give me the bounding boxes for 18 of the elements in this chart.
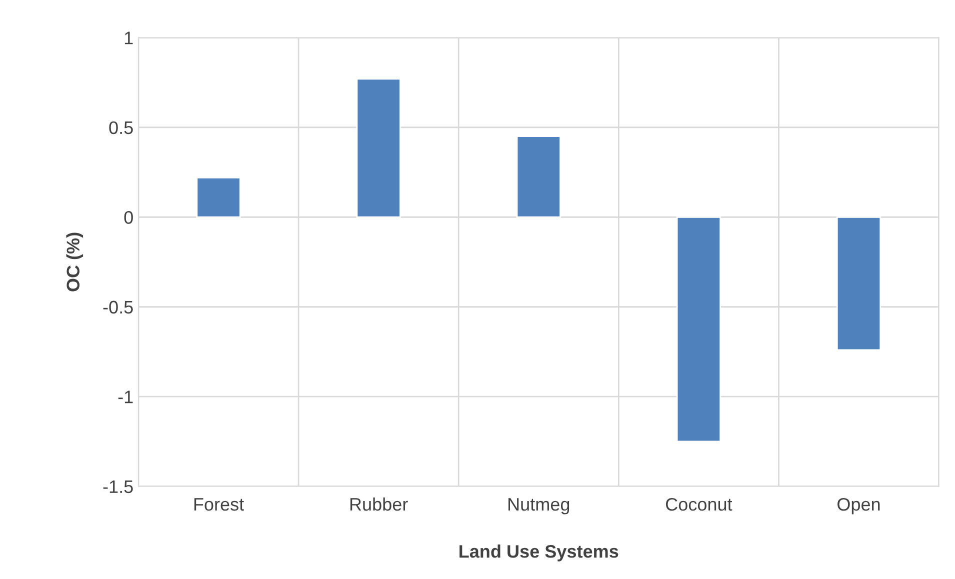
y-tick-label: -0.5 <box>103 300 133 314</box>
bar <box>196 176 241 218</box>
x-tick-label: Forest <box>194 498 244 511</box>
y-axis-title: OC (%) <box>66 232 84 292</box>
y-tick-label: 0 <box>124 211 133 224</box>
bar <box>836 216 882 351</box>
x-tick-label: Rubber <box>350 497 408 511</box>
x-axis-title: Land Use Systems <box>460 544 618 562</box>
y-tick-label: -1.5 <box>103 480 133 494</box>
x-tick-label: Nutmeg <box>508 498 570 514</box>
y-tick-label: 1 <box>124 32 133 44</box>
y-tick-label: -1 <box>118 390 133 404</box>
bar <box>676 216 721 442</box>
y-tick-label: 0.5 <box>109 121 133 134</box>
x-tick-label: Coconut <box>666 498 732 511</box>
x-tick-label: Open <box>838 498 880 514</box>
bar <box>516 136 561 218</box>
bar <box>356 78 401 218</box>
